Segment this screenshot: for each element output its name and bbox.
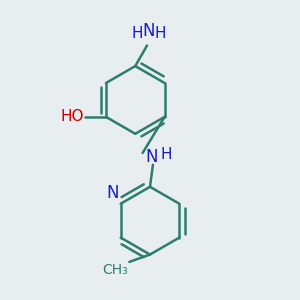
Text: HO: HO [60, 110, 84, 124]
Text: CH₃: CH₃ [102, 263, 128, 278]
Text: N: N [142, 22, 155, 40]
Text: H: H [131, 26, 142, 41]
Text: N: N [107, 184, 119, 202]
Text: N: N [145, 148, 158, 166]
Text: H: H [160, 147, 172, 162]
Text: H: H [154, 26, 166, 41]
